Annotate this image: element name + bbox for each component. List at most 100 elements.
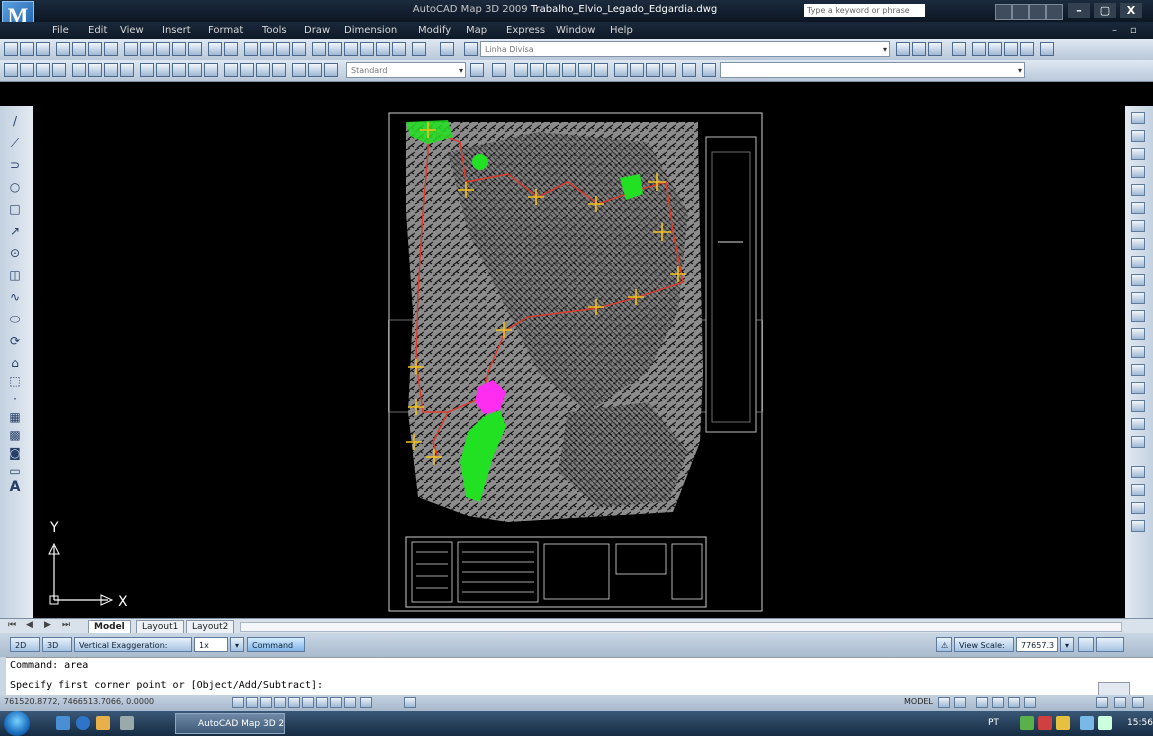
command-scroll[interactable] xyxy=(1098,682,1130,696)
design-center-icon[interactable] xyxy=(328,42,342,56)
help-search-input[interactable]: Type a keyword or phrase xyxy=(804,4,925,17)
continue-icon[interactable] xyxy=(172,63,186,77)
lock-icon[interactable] xyxy=(1078,637,1094,652)
snap-center-icon[interactable] xyxy=(594,63,608,77)
menu-insert[interactable]: Insert xyxy=(162,25,191,36)
menu-edit[interactable]: Edit xyxy=(88,25,108,36)
fillet-icon[interactable] xyxy=(1131,364,1145,376)
plot-preview-icon[interactable] xyxy=(72,42,86,56)
ducs-toggle[interactable] xyxy=(316,697,328,708)
dim-style-combo[interactable]: Standard ▾ xyxy=(346,62,466,78)
menu-dimension[interactable]: Dimension xyxy=(344,25,398,36)
menu-modify[interactable]: Modify xyxy=(418,25,452,36)
menu-file[interactable]: File xyxy=(52,25,69,36)
last-tab-icon[interactable]: ⏭ xyxy=(62,620,71,630)
view-scale-input[interactable]: 77657.3 xyxy=(1016,637,1058,652)
map-sheet[interactable] xyxy=(388,112,763,612)
zoom-previous-icon[interactable] xyxy=(292,42,306,56)
view-2d-button[interactable]: 2D xyxy=(10,637,40,652)
model-space-toggle[interactable] xyxy=(404,697,416,708)
join-icon[interactable] xyxy=(1131,328,1145,340)
ordinate-icon[interactable] xyxy=(52,63,66,77)
snap-quadrant-icon[interactable] xyxy=(614,63,628,77)
tool-palettes-icon[interactable] xyxy=(344,42,358,56)
conceptual-icon[interactable] xyxy=(1020,42,1034,56)
dim-update-icon[interactable] xyxy=(324,63,338,77)
first-tab-icon[interactable]: ⏮ xyxy=(8,620,17,630)
mtext-icon[interactable]: A xyxy=(9,479,21,495)
dyn-toggle[interactable] xyxy=(330,697,342,708)
linear-dim-icon[interactable] xyxy=(4,63,18,77)
snap-midpoint-icon[interactable] xyxy=(530,63,544,77)
menu-express[interactable]: Express xyxy=(506,25,546,36)
close-button[interactable]: X xyxy=(1120,3,1142,18)
snap-apparent-icon[interactable] xyxy=(562,63,576,77)
snap-endpoint-icon[interactable] xyxy=(514,63,528,77)
radius-dim-icon[interactable] xyxy=(72,63,86,77)
scale-icon[interactable] xyxy=(1131,238,1145,250)
map-view-icon[interactable] xyxy=(1096,637,1124,652)
menu-window[interactable]: Window xyxy=(556,25,596,36)
snap-intersection-icon[interactable] xyxy=(546,63,560,77)
hidden-icon[interactable] xyxy=(988,42,1002,56)
zoom-status-icon[interactable] xyxy=(992,697,1004,708)
chamfer-icon[interactable] xyxy=(1131,346,1145,358)
baseline-icon[interactable] xyxy=(156,63,170,77)
break-icon[interactable] xyxy=(1131,310,1145,322)
taskbar-autocad-item[interactable]: AutoCAD Map 3D 2... xyxy=(175,713,285,734)
snap-perpendicular-icon[interactable] xyxy=(646,63,660,77)
measure-icon[interactable] xyxy=(1131,484,1145,496)
ellipse-arc-icon[interactable]: ⟳ xyxy=(9,334,21,348)
jogged-linear-icon[interactable] xyxy=(272,63,286,77)
lwt-toggle[interactable] xyxy=(344,697,356,708)
language-indicator[interactable]: PT xyxy=(988,718,999,728)
tray-monitor-icon[interactable] xyxy=(1080,716,1094,730)
layer-manager-icon[interactable] xyxy=(440,42,454,56)
favorites-icon[interactable] xyxy=(1046,4,1063,20)
command-prompt-line[interactable]: Specify first corner point or [Object/Ad… xyxy=(10,680,324,691)
tray-security-icon[interactable] xyxy=(1038,716,1052,730)
open-icon[interactable] xyxy=(20,42,34,56)
grid-toggle[interactable] xyxy=(246,697,258,708)
annotation-scale-icon[interactable] xyxy=(1096,697,1108,708)
trim-icon[interactable] xyxy=(1131,274,1145,286)
move-icon[interactable] xyxy=(1131,202,1145,214)
markup-icon[interactable] xyxy=(376,42,390,56)
tab-model[interactable]: Model xyxy=(88,620,131,633)
menu-view[interactable]: View xyxy=(120,25,144,36)
tab-layout2[interactable]: Layout2 xyxy=(186,620,235,633)
layer-walk-icon[interactable] xyxy=(928,42,942,56)
lengthen-icon[interactable] xyxy=(1131,400,1145,412)
publish-icon[interactable] xyxy=(88,42,102,56)
tolerance-icon[interactable] xyxy=(224,63,238,77)
point-icon[interactable]: · xyxy=(13,392,17,406)
tab-layout1[interactable]: Layout1 xyxy=(136,620,185,633)
offset-icon[interactable] xyxy=(1131,166,1145,178)
tray-app-icon[interactable] xyxy=(1056,716,1070,730)
arc-length-icon[interactable] xyxy=(36,63,50,77)
copy-icon[interactable] xyxy=(140,42,154,56)
text-style-combo[interactable]: ▾ xyxy=(720,62,1025,78)
snap-tangent-icon[interactable] xyxy=(630,63,644,77)
chevron-down-icon[interactable]: ▾ xyxy=(230,637,244,652)
menu-help[interactable]: Help xyxy=(610,25,633,36)
infocenter-search-icon[interactable] xyxy=(995,4,1012,20)
menu-map[interactable]: Map xyxy=(466,25,488,36)
model-label[interactable]: MODEL xyxy=(904,697,933,706)
warning-icon[interactable]: ⚠ xyxy=(936,637,952,652)
osnap-toggle[interactable] xyxy=(288,697,300,708)
chevron-down-icon[interactable]: ▾ xyxy=(1060,637,1074,652)
ellipse-icon[interactable]: ⬭ xyxy=(9,312,21,326)
snap-extension-icon[interactable] xyxy=(578,63,592,77)
polyline-icon[interactable]: ⊃ xyxy=(9,158,21,172)
wireframe-icon[interactable] xyxy=(972,42,986,56)
quick-view-layouts-icon[interactable] xyxy=(938,697,950,708)
undo-icon[interactable] xyxy=(208,42,222,56)
polar-toggle[interactable] xyxy=(274,697,286,708)
show-desktop-icon[interactable] xyxy=(56,716,70,730)
communication-center-icon[interactable] xyxy=(1029,4,1046,20)
steering-wheel-icon[interactable] xyxy=(1008,697,1020,708)
revision-cloud-icon[interactable]: ◫ xyxy=(9,268,21,282)
polygon-icon[interactable]: ○ xyxy=(9,180,21,194)
3d-dwf-icon[interactable] xyxy=(104,42,118,56)
